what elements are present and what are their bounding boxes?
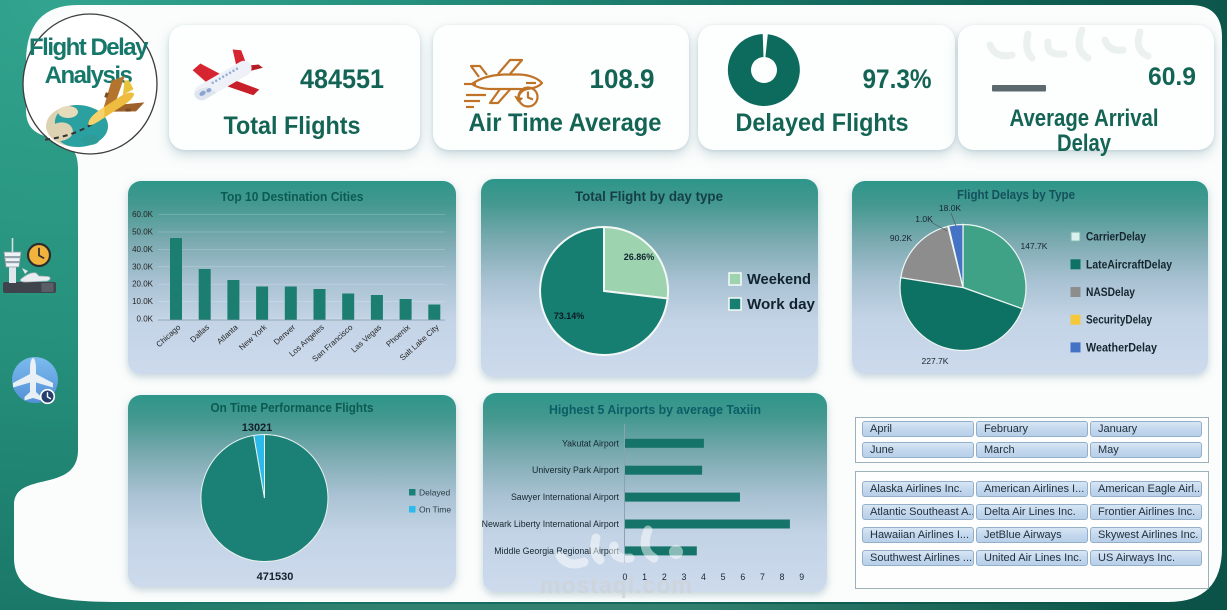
- svg-text:Flight Delay: Flight Delay: [29, 34, 149, 61]
- svg-text:Total Flights: Total Flights: [224, 112, 361, 140]
- svg-text:Middle Georgia Regional Airpor: Middle Georgia Regional Airport: [494, 546, 619, 556]
- svg-text:Sawyer International Airport: Sawyer International Airport: [511, 492, 620, 502]
- svg-text:Work day: Work day: [747, 296, 816, 313]
- svg-text:5: 5: [721, 572, 726, 582]
- svg-text:New York: New York: [237, 322, 269, 352]
- svg-text:108.9: 108.9: [590, 64, 655, 94]
- svg-text:0: 0: [623, 572, 628, 582]
- svg-text:73.14%: 73.14%: [554, 311, 585, 321]
- svg-text:Total Flight by day type: Total Flight by day type: [575, 188, 723, 204]
- svg-text:147.7K: 147.7K: [1021, 241, 1048, 251]
- svg-text:Air Time Average: Air Time Average: [469, 109, 662, 137]
- svg-text:50.0K: 50.0K: [132, 228, 154, 237]
- svg-text:Chicago: Chicago: [154, 322, 182, 349]
- svg-text:20.0K: 20.0K: [132, 280, 154, 289]
- svg-text:Average Arrival: Average Arrival: [1010, 105, 1159, 132]
- svg-text:Dallas: Dallas: [188, 323, 211, 345]
- svg-text:On Time Performance Flights: On Time Performance Flights: [211, 400, 374, 415]
- svg-text:NASDelay: NASDelay: [1086, 287, 1136, 299]
- svg-text:30.0K: 30.0K: [132, 262, 154, 271]
- svg-text:9: 9: [799, 572, 804, 582]
- svg-text:7: 7: [760, 572, 765, 582]
- svg-text:90.2K: 90.2K: [890, 233, 913, 243]
- svg-text:CarrierDelay: CarrierDelay: [1086, 232, 1147, 244]
- svg-text:60.9: 60.9: [1148, 63, 1196, 91]
- svg-text:10.0K: 10.0K: [132, 297, 154, 306]
- svg-text:1: 1: [642, 572, 647, 582]
- svg-text:13021: 13021: [242, 422, 273, 434]
- svg-text:227.7K: 227.7K: [922, 356, 949, 366]
- svg-text:Flight Delays by Type: Flight Delays by Type: [957, 187, 1075, 202]
- svg-text:0.0K: 0.0K: [137, 315, 154, 324]
- svg-text:471530: 471530: [257, 571, 294, 583]
- svg-text:Top 10 Destination Cities: Top 10 Destination Cities: [221, 189, 364, 204]
- svg-text:18.0K: 18.0K: [939, 203, 962, 213]
- svg-text:University Park Airport: University Park Airport: [532, 465, 620, 475]
- svg-text:40.0K: 40.0K: [132, 245, 154, 254]
- svg-text:26.86%: 26.86%: [624, 252, 655, 262]
- svg-text:4: 4: [701, 572, 706, 582]
- svg-text:Highest 5 Airports by average: Highest 5 Airports by average Taxiin: [549, 402, 761, 417]
- svg-text:Weekend: Weekend: [747, 271, 811, 288]
- svg-text:8: 8: [780, 572, 785, 582]
- svg-text:Atlanta: Atlanta: [215, 322, 240, 346]
- svg-text:Delay: Delay: [1057, 130, 1112, 157]
- svg-text:6: 6: [740, 572, 745, 582]
- svg-text:Las Vegas: Las Vegas: [349, 323, 383, 355]
- svg-text:3: 3: [681, 572, 686, 582]
- svg-text:Denver: Denver: [272, 323, 297, 347]
- svg-text:Delayed: Delayed: [419, 488, 450, 498]
- svg-text:SecurityDelay: SecurityDelay: [1086, 315, 1153, 327]
- svg-text:97.3%: 97.3%: [863, 64, 932, 94]
- svg-text:60.0K: 60.0K: [132, 210, 154, 219]
- svg-text:Delayed Flights: Delayed Flights: [736, 109, 909, 137]
- svg-text:Newark Liberty International A: Newark Liberty International Airport: [482, 519, 620, 529]
- svg-text:Phoenix: Phoenix: [384, 323, 412, 349]
- svg-text:Yakutat Airport: Yakutat Airport: [562, 438, 620, 448]
- svg-text:LateAircraftDelay: LateAircraftDelay: [1086, 259, 1173, 271]
- svg-text:1.0K: 1.0K: [915, 214, 933, 224]
- svg-text:On Time: On Time: [419, 505, 451, 515]
- svg-text:2: 2: [662, 572, 667, 582]
- svg-text:484551: 484551: [300, 64, 384, 94]
- svg-text:WeatherDelay: WeatherDelay: [1086, 342, 1158, 354]
